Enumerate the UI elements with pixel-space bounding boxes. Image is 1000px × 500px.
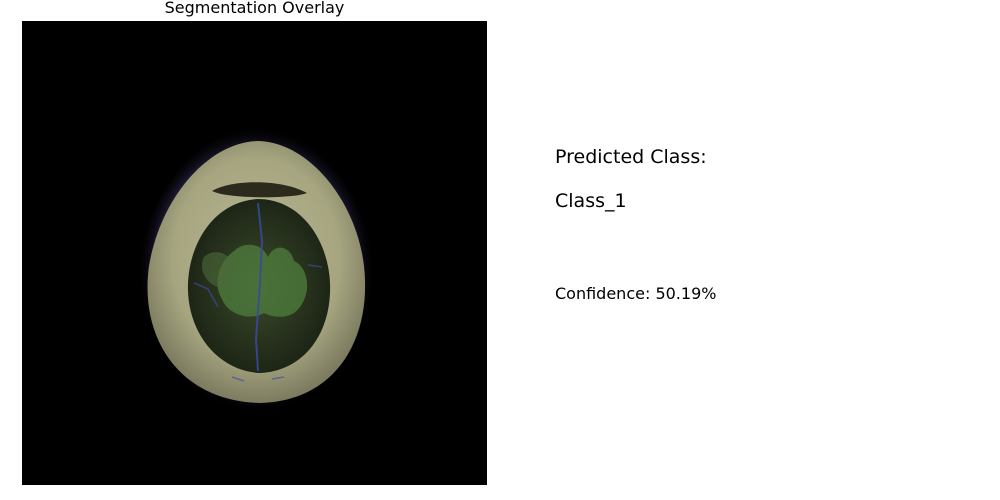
vessel-line-bottom — [231, 376, 285, 382]
predicted-class-heading: Predicted Class: — [555, 146, 707, 168]
vessel-line-midline — [254, 202, 264, 372]
segmentation-region-left — [201, 252, 236, 288]
segmentation-region — [217, 244, 308, 317]
predicted-class-value: Class_1 — [555, 190, 627, 212]
vessel-line-right — [307, 264, 323, 268]
segmentation-overlay-image — [22, 21, 487, 485]
frontal-band — [212, 182, 307, 198]
vessel-line-left — [193, 282, 219, 308]
confidence-text: Confidence: 50.19% — [555, 284, 717, 303]
overlay-panel-title: Segmentation Overlay — [164, 0, 345, 17]
